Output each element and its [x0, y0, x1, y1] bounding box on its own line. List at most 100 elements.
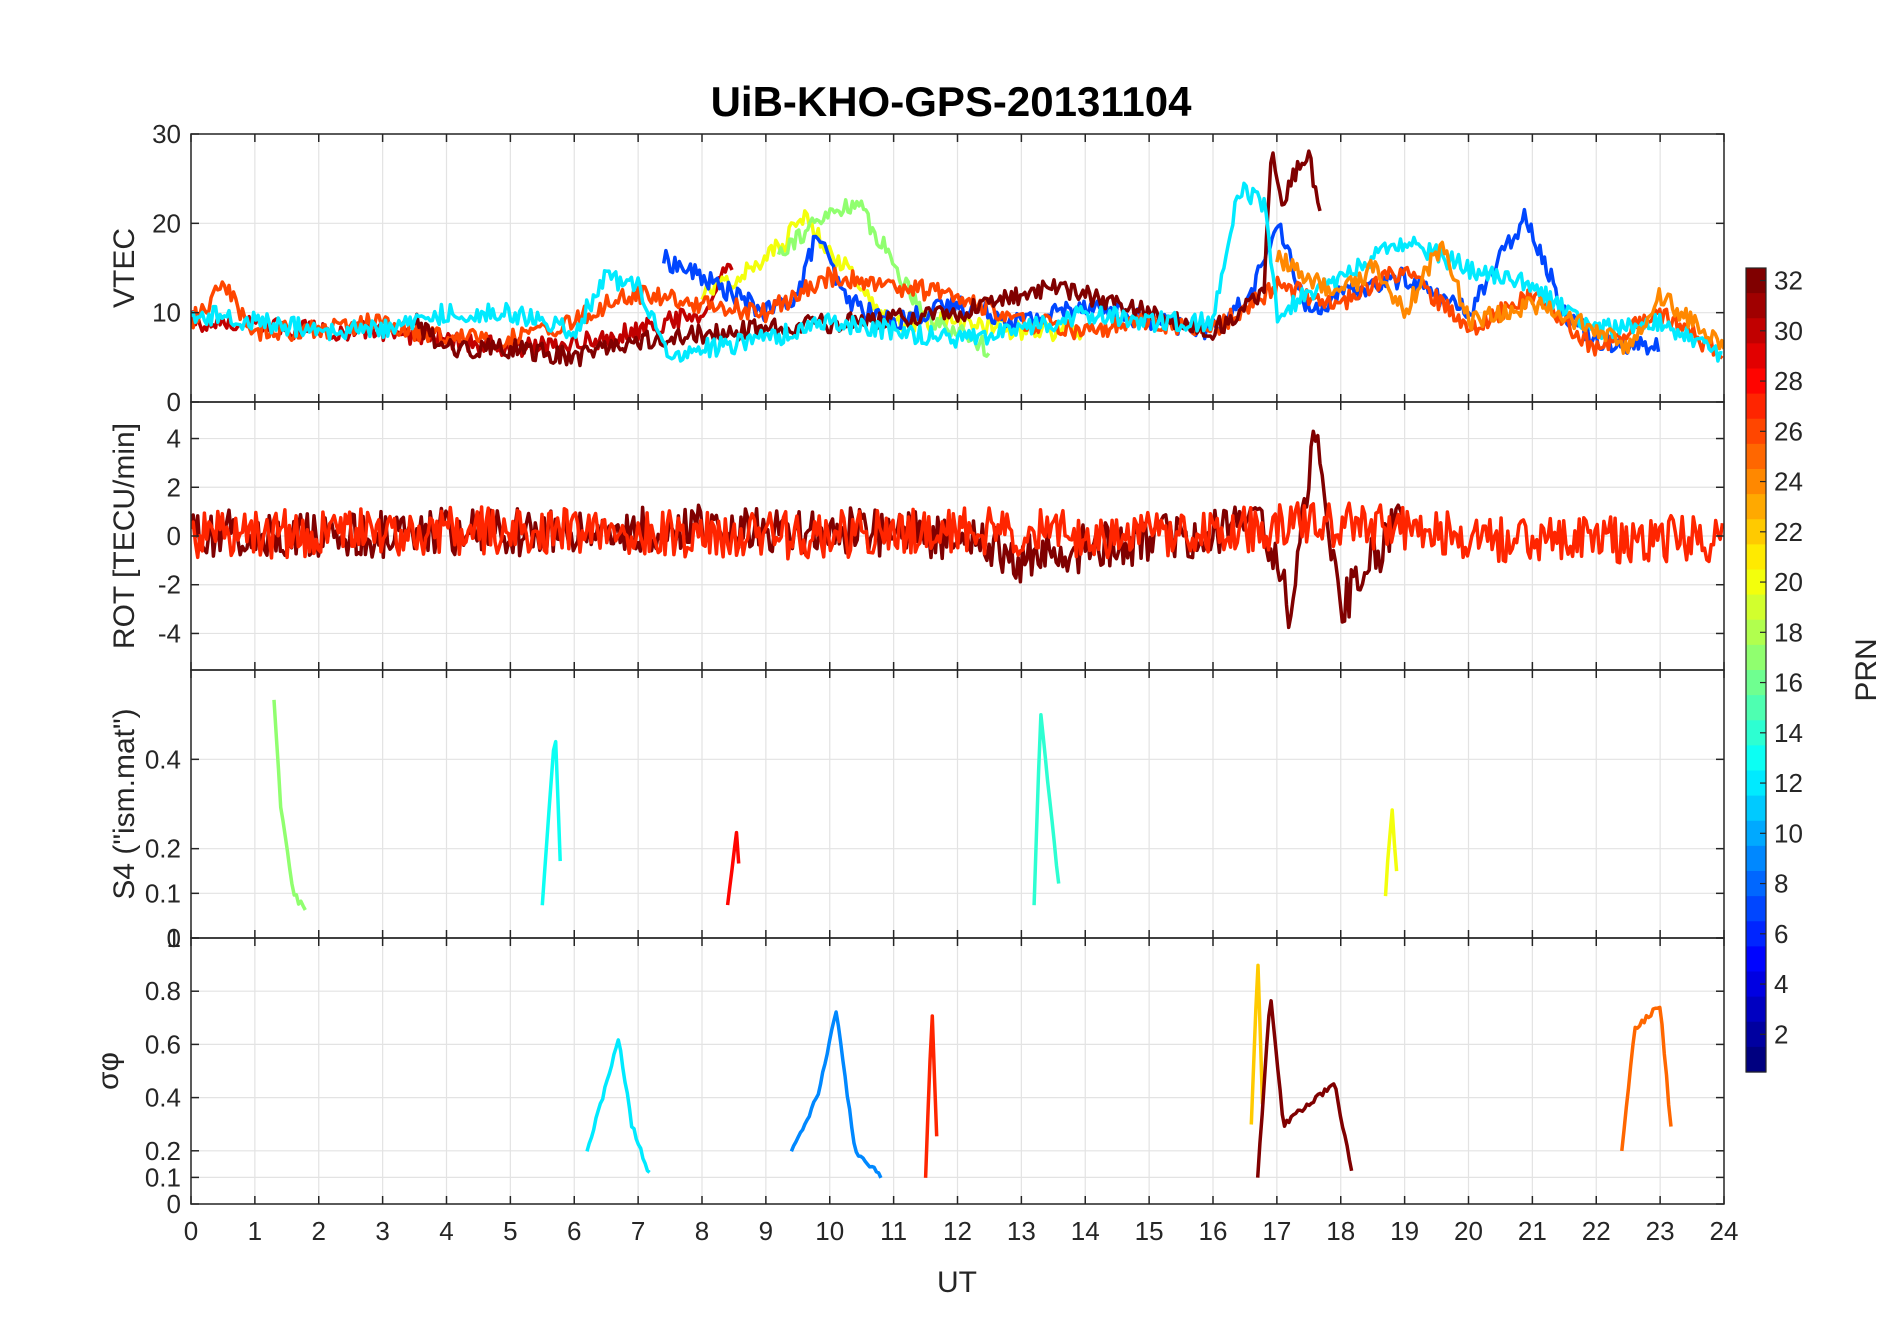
colorbar-segment [1746, 871, 1766, 897]
y-tick-label: 2 [167, 472, 181, 502]
y-tick-label: 20 [152, 208, 181, 238]
series-prn-12 [191, 181, 1723, 363]
y-tick-label: 0.1 [145, 878, 181, 908]
series-prn-14 [1032, 712, 1061, 906]
colorbar-tick-label: 2 [1774, 1019, 1788, 1049]
x-tick-label: 6 [567, 1216, 581, 1246]
panel-2-y-label: S4 ("ism.mat") [108, 708, 141, 899]
x-tick-label: 11 [880, 1216, 907, 1246]
colorbar-segment [1746, 443, 1766, 470]
x-tick-label: 24 [1710, 1216, 1739, 1246]
colorbar-segment [1746, 921, 1766, 947]
colorbar-segment [1746, 318, 1766, 344]
colorbar-tick-label: 14 [1774, 718, 1803, 748]
panel-0-y-label: VTEC [108, 228, 141, 308]
x-tick-label: 9 [759, 1216, 773, 1246]
colorbar-tick-label: 22 [1774, 517, 1803, 547]
colorbar-segment [1746, 494, 1766, 520]
x-axis-label: UT [937, 1266, 977, 1299]
panel-2-lines [272, 699, 1399, 911]
x-tick-label: 13 [1007, 1216, 1036, 1246]
colorbar-tick-label: 24 [1774, 467, 1803, 497]
y-tick-label: 10 [152, 298, 181, 328]
y-tick-label: 0 [167, 1189, 181, 1219]
series-prn-13 [540, 739, 562, 906]
series-prn-25 [1620, 1005, 1673, 1152]
series-prn-17 [272, 699, 307, 911]
colorbar-segment [1746, 519, 1766, 545]
x-tick-label: 1 [248, 1216, 262, 1246]
colorbar-segment [1746, 343, 1766, 370]
colorbar-segment [1746, 619, 1766, 646]
y-tick-label: -2 [158, 570, 181, 600]
colorbar-segment [1746, 544, 1766, 571]
x-tick-label: 18 [1326, 1216, 1355, 1246]
y-tick-label: 0 [167, 521, 181, 551]
x-tick-label: 7 [631, 1216, 645, 1246]
y-tick-label: 0 [167, 387, 181, 417]
colorbar-tick-label: 28 [1774, 366, 1803, 396]
colorbar-tick-label: 8 [1774, 869, 1788, 899]
data-layer [191, 149, 1724, 1179]
colorbar-segment [1746, 569, 1766, 596]
colorbar-tick-label: 4 [1774, 969, 1788, 999]
series-prn-27 [923, 1014, 939, 1178]
colorbar-segment [1746, 896, 1766, 922]
colorbar-tick-label: 30 [1774, 316, 1803, 346]
y-tick-label: 0 [167, 923, 181, 953]
series-prn-17 [776, 198, 991, 358]
panel-3-lines [585, 963, 1673, 1179]
colorbar-segment [1746, 670, 1766, 696]
panel-1-lines [191, 429, 1724, 630]
colorbar-tick-label: 32 [1774, 266, 1803, 296]
y-tick-label: 1 [167, 923, 181, 953]
panel-1-y-label: ROT [TECU/min] [108, 423, 141, 649]
y-tick-label: 0.4 [145, 744, 181, 774]
colorbar-segment [1746, 971, 1766, 998]
x-tick-label: 20 [1454, 1216, 1483, 1246]
x-tick-label: 16 [1199, 1216, 1228, 1246]
x-tick-label: 4 [439, 1216, 453, 1246]
colorbar-segment [1746, 268, 1766, 294]
colorbar-tick-label: 20 [1774, 567, 1803, 597]
series-prn-28 [725, 830, 741, 906]
colorbar-segment [1746, 594, 1766, 621]
colorbar-segment [1746, 1046, 1766, 1073]
series-prn-22 [1249, 963, 1265, 1125]
chart-title: UiB-KHO-GPS-20131104 [711, 78, 1193, 125]
series-prn-20 [1383, 808, 1399, 897]
colorbar-tick-label: 26 [1774, 416, 1803, 446]
y-tick-label: 0.1 [145, 1162, 181, 1192]
y-tick-label: -4 [158, 618, 181, 648]
x-tick-label: 0 [184, 1216, 198, 1246]
y-tick-label: 0.2 [145, 1136, 181, 1166]
x-tick-label: 23 [1646, 1216, 1675, 1246]
x-tick-label: 5 [503, 1216, 517, 1246]
x-tick-label: 10 [815, 1216, 844, 1246]
x-tick-label: 22 [1582, 1216, 1611, 1246]
x-tick-label: 8 [695, 1216, 709, 1246]
colorbar-frame [1745, 267, 1767, 1073]
colorbar-tick-label: 18 [1774, 617, 1803, 647]
y-tick-label: 4 [167, 424, 181, 454]
x-tick-label: 19 [1390, 1216, 1419, 1246]
x-tick-label: 14 [1071, 1216, 1100, 1246]
colorbar-label: PRN [1850, 638, 1883, 701]
panel-0-lines [191, 149, 1724, 368]
series-prn-32 [1255, 999, 1354, 1178]
x-tick-label: 12 [943, 1216, 972, 1246]
y-tick-label: 0.8 [145, 976, 181, 1006]
x-tick-label: 17 [1262, 1216, 1291, 1246]
series-prn-24 [1275, 240, 1724, 355]
colorbar-segment [1746, 644, 1766, 671]
colorbar-segment [1746, 820, 1766, 847]
y-tick-label: 30 [152, 119, 181, 149]
colorbar-segment [1746, 1021, 1766, 1048]
colorbar-segment [1746, 293, 1766, 319]
series-prn-26 [191, 265, 1724, 360]
colorbar-tick-label: 10 [1774, 818, 1803, 848]
series-prn-27 [191, 501, 1724, 565]
colorbar-segment [1746, 720, 1766, 746]
x-tick-label: 3 [375, 1216, 389, 1246]
